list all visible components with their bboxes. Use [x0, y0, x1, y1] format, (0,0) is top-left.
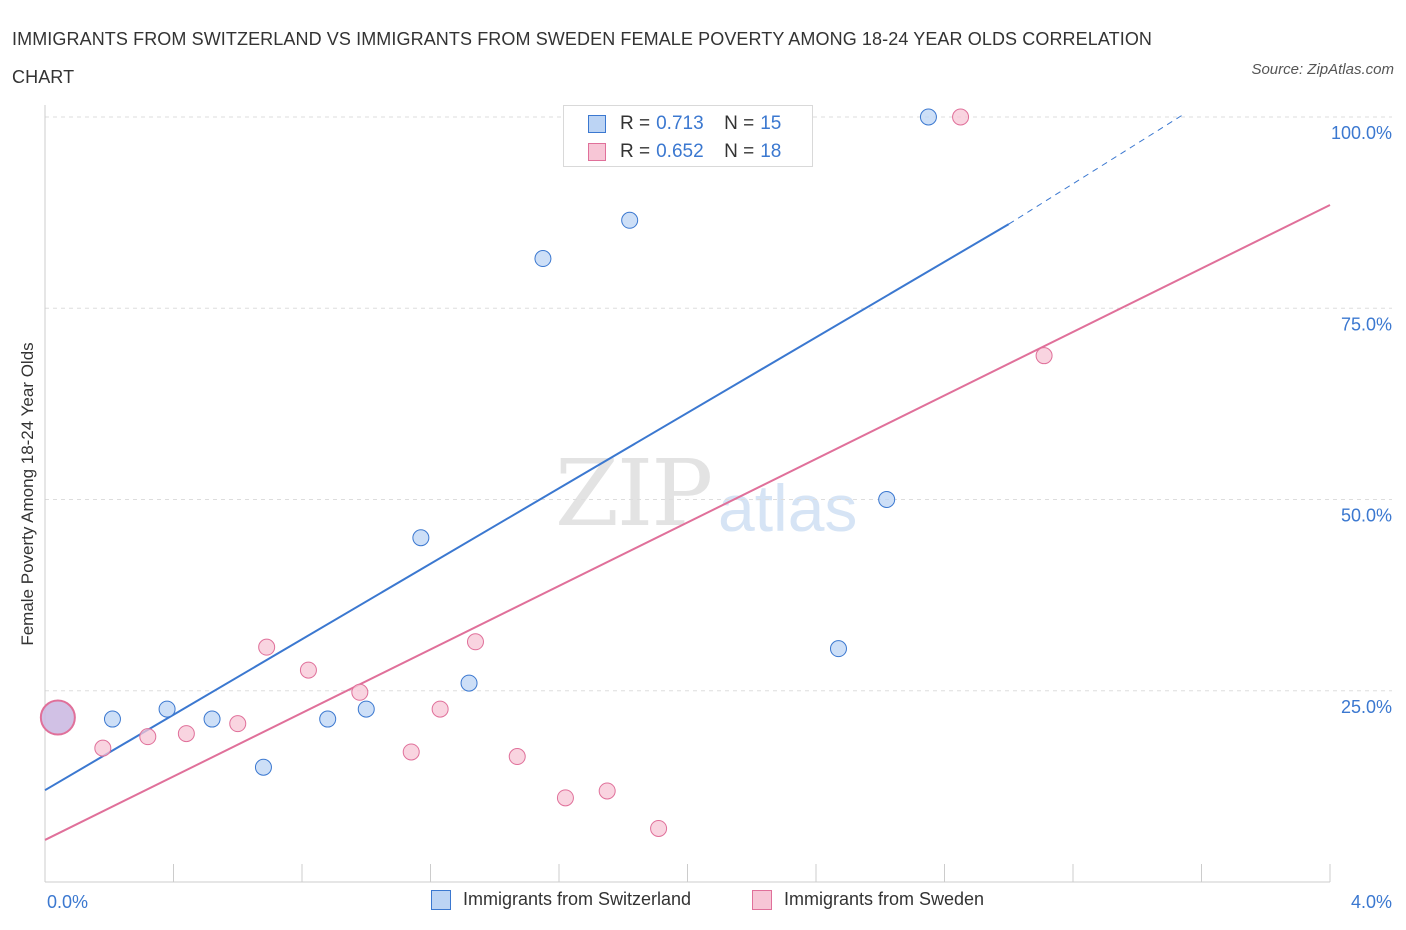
axes [44, 105, 1331, 883]
data-point-overlap [39, 699, 76, 736]
data-point-switzerland [534, 250, 552, 268]
data-point-sweden [402, 743, 420, 761]
legend-label-switzerland: Immigrants from Switzerland [463, 889, 692, 909]
data-point-switzerland [103, 710, 121, 728]
x-tick-label: 4.0% [1351, 892, 1392, 912]
data-point-switzerland [919, 108, 937, 126]
legend-item-switzerland: Immigrants from Switzerland [431, 889, 691, 910]
r-value-switzerland: 0.713 [656, 113, 704, 134]
data-point-switzerland [829, 640, 847, 658]
source-label: Source: ZipAtlas.com [1251, 61, 1394, 78]
tick-labels: 25.0% 50.0% 75.0% 100.0% 0.0% 4.0% [47, 123, 1392, 912]
data-point-switzerland [203, 710, 221, 728]
y-tick-label: 50.0% [1341, 506, 1392, 526]
grid-lines [45, 116, 1392, 692]
legend-row-switzerland: R = 0.713 N = 15 [588, 112, 781, 136]
y-tick-label: 25.0% [1341, 697, 1392, 717]
data-point-switzerland [254, 758, 272, 776]
watermark-atlas: atlas [718, 471, 858, 545]
r-value-sweden: 0.652 [656, 141, 704, 162]
legend-item-sweden: Immigrants from Sweden [752, 889, 984, 910]
trend-line-switzerland-extension [1008, 112, 1186, 225]
n-label: N = [724, 113, 755, 134]
chart-title: IMMIGRANTS FROM SWITZERLAND VS IMMIGRANT… [12, 29, 1153, 87]
x-tick-label: 0.0% [47, 892, 88, 912]
n-value-sweden: 18 [760, 141, 782, 162]
data-point-sweden [650, 819, 668, 837]
y-tick-label: 100.0% [1331, 123, 1392, 143]
swatch-sweden [588, 143, 606, 161]
data-point-sweden [299, 661, 317, 679]
legend-label-sweden: Immigrants from Sweden [784, 889, 985, 909]
data-point-sweden [258, 638, 276, 656]
data-point-sweden [139, 728, 157, 746]
legend-swatch-sweden [752, 889, 772, 910]
n-value-switzerland: 15 [760, 113, 782, 134]
data-point-switzerland [158, 700, 176, 718]
data-point-sweden [598, 782, 616, 800]
legend-row-sweden: R = 0.652 N = 18 [588, 140, 781, 164]
data-point-switzerland [319, 710, 337, 728]
data-point-sweden [466, 633, 484, 651]
data-point-sweden [351, 683, 369, 701]
data-point-switzerland [878, 491, 896, 508]
data-point-sweden [431, 700, 449, 718]
r-label: R = [620, 113, 651, 134]
data-point-sweden [556, 789, 574, 807]
data-point-switzerland [412, 529, 430, 547]
n-label: N = [724, 141, 755, 162]
trend-line-switzerland [44, 223, 1010, 792]
y-tick-label: 75.0% [1341, 314, 1392, 334]
data-point-switzerland [357, 700, 375, 718]
r-label: R = [620, 141, 651, 162]
data-point-sweden [229, 715, 247, 733]
stats-legend: R = 0.713 N = 15 R = 0.652 N = 18 [563, 105, 813, 167]
trend-lines [44, 112, 1331, 841]
data-point-sweden [952, 108, 970, 126]
data-point-sweden [508, 748, 526, 766]
data-points [39, 108, 1053, 837]
data-point-sweden [1035, 347, 1053, 365]
legend-swatch-switzerland [431, 889, 451, 910]
data-point-sweden [94, 739, 112, 757]
trend-line-sweden [44, 204, 1331, 841]
watermark-zip: ZIP [555, 440, 713, 547]
swatch-switzerland [588, 115, 606, 133]
data-point-switzerland [621, 211, 639, 229]
data-point-sweden [177, 725, 195, 743]
data-point-switzerland [460, 674, 478, 692]
